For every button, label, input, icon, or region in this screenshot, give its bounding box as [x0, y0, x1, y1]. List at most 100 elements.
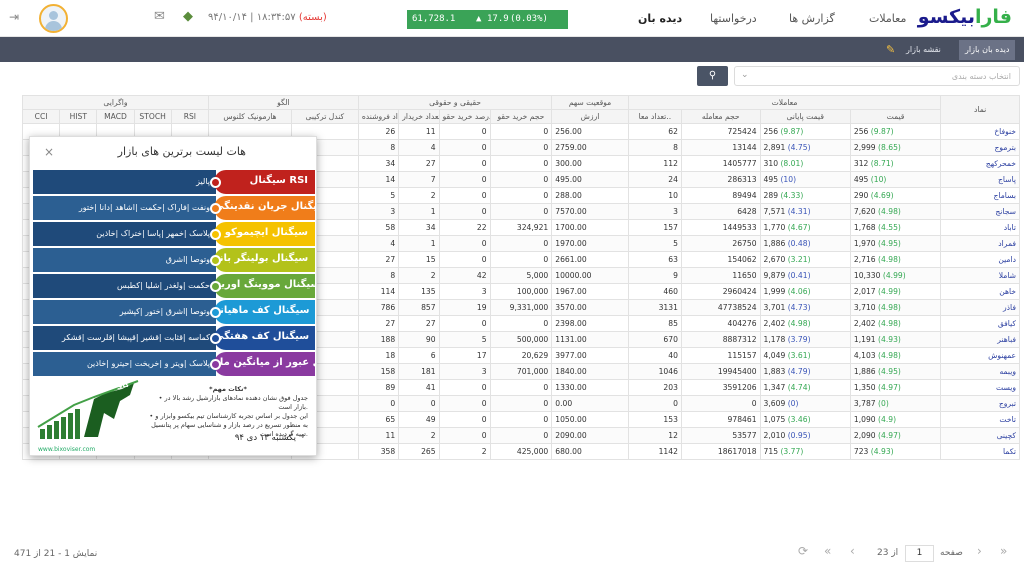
cell-symbol[interactable]: فمراد [940, 235, 1020, 252]
tab-market-watch[interactable]: دیده بان بازار [959, 40, 1016, 60]
cell-symbol[interactable]: پاساج [940, 171, 1020, 188]
cell-main-value: 10,330 [853, 271, 881, 280]
cell-legal-buy-pct: 0 [438, 379, 491, 396]
filter-button[interactable]: ⚲ [697, 66, 728, 86]
cell-volume: 19945400 [680, 363, 761, 380]
category-select[interactable]: انتخاب دسته بندی ⌄ [734, 66, 1020, 86]
cell-value: 0.00 [551, 395, 629, 412]
cell-symbol[interactable]: عمهنوش [940, 347, 1020, 364]
app-logo[interactable]: فارابیکسو [918, 6, 1013, 28]
cell-legal-buy-vol: 0 [489, 395, 553, 412]
next-page-icon[interactable]: › [977, 544, 982, 558]
cell-symbol[interactable]: فباهنر [940, 331, 1020, 348]
signal-row[interactable]: کماسه |قثابت |قشیر |قپیشا |قلرست |قشکر سی… [33, 326, 315, 350]
signal-arrow-icon[interactable]: ◆ [183, 9, 193, 24]
cell-buyers: 135 [398, 283, 440, 300]
col-macd[interactable]: MACD [96, 109, 135, 124]
cell-count: 40 [627, 347, 682, 364]
cell-symbol[interactable]: خنوفاخ [940, 123, 1020, 140]
refresh-icon[interactable]: ⟳ [798, 544, 809, 558]
cell-main-value: 256 [853, 127, 869, 136]
signal-row[interactable]: پالیز سیگنال RSI [33, 170, 315, 194]
cell-symbol[interactable]: تبروج [940, 395, 1020, 412]
cell-main-value: 2,017 [853, 287, 876, 296]
signal-row[interactable]: وتوصا |اشرق سیگنال بولینگر باند [33, 248, 315, 272]
cell-symbol[interactable]: خمحرکهج [940, 155, 1020, 172]
col-harmonic[interactable]: هارمونیک کلنوس [207, 109, 292, 124]
cell-buyers: 2 [398, 187, 440, 204]
cell-legal-buy-vol: 701,000 [489, 363, 553, 380]
tab-market-map[interactable]: نقشه بازار [906, 45, 941, 54]
cell-price: 3,787 (0) [849, 395, 942, 412]
header-position: موقعیت سهم [551, 95, 629, 110]
cell-symbol[interactable]: کیافق [940, 315, 1020, 332]
note-1: • جدول فوق نشان دهنده نمادهای بازارشیل ر… [158, 394, 308, 411]
cell-count: 203 [627, 379, 682, 396]
signal-row[interactable]: حکمت |ولغدر |شلیا |کطبس سیگنال مووینگ اور… [33, 274, 315, 298]
signal-row[interactable]: ونفت |فاراک |حکمت |اشاهد |دانا |ختورسیگن… [33, 196, 315, 220]
signal-symbols: وتوصا |اشرق [33, 248, 216, 272]
col-sellers[interactable]: تعداد فروشنده [357, 109, 400, 124]
cell-symbol[interactable]: فاذر [940, 299, 1020, 316]
signal-dot-icon [210, 333, 221, 344]
nav-trades[interactable]: معاملات [869, 12, 907, 25]
mail-icon[interactable]: ✉ [154, 9, 165, 24]
col-candle[interactable]: کندل ترکیبی [290, 109, 359, 124]
brand-name: گاوهای بازار [86, 381, 130, 389]
col-buyers[interactable]: تعداد خریدار [398, 109, 440, 124]
signal-dot-icon [210, 203, 221, 214]
signal-row[interactable]: وتوصا |اشرق |ختور |کپشیر سیگنال کف ماهیان… [33, 300, 315, 324]
cell-symbol[interactable]: تاخت [940, 411, 1020, 428]
nav-requests[interactable]: درخواستها [710, 12, 757, 25]
cell-symbol[interactable]: کچینی [940, 427, 1020, 444]
cell-symbol[interactable]: تکما [940, 443, 1020, 460]
col-volume[interactable]: حجم معامله [680, 109, 761, 124]
close-icon[interactable]: × [44, 145, 55, 159]
col-stoch[interactable]: STOCH [133, 109, 172, 124]
col-rsi[interactable]: RSI [170, 109, 209, 124]
cell-symbol[interactable]: ویست [940, 379, 1020, 396]
cell-legal-buy-vol: 0 [489, 235, 553, 252]
col-cci[interactable]: CCI [21, 109, 61, 124]
col-close[interactable]: قیمت پایانی [759, 109, 851, 124]
cell-symbol[interactable]: ویبمه [940, 363, 1020, 380]
last-page-icon[interactable]: » [1000, 544, 1008, 558]
cell-legal-buy-pct: 0 [438, 395, 491, 412]
cell-percent: (4.97) [878, 431, 901, 440]
avatar[interactable] [39, 4, 68, 33]
col-legal-buy-pct[interactable]: درصد خرید حقو [438, 109, 491, 124]
cell-volume: 18617018 [680, 443, 761, 460]
first-page-icon[interactable]: « [824, 544, 832, 558]
logout-icon[interactable]: ⇥ [9, 10, 20, 24]
col-hist[interactable]: HIST [59, 109, 98, 124]
brand-url[interactable]: www.bixoviser.com [38, 446, 96, 453]
signal-row[interactable]: پلاسک |خمهر |پاسا |ختراک |خاذین سیگنال ای… [33, 222, 315, 246]
signal-row[interactable]: پلاسک |ویتر و |خریخت |حیترو |خاذینسیگنال… [33, 352, 315, 376]
cell-symbol[interactable]: سجانج [940, 203, 1020, 220]
table-row[interactable]: 158 181 3 701,000 1840.00 1046 19945400 1,883 (… [21, 363, 1020, 380]
cell-symbol[interactable]: دامین [940, 251, 1020, 268]
col-count[interactable]: تعداد معا.. [627, 109, 682, 124]
col-price[interactable]: قیمت [849, 109, 942, 124]
col-legal-buy-vol[interactable]: حجم خرید حقو [489, 109, 553, 124]
header-symbol[interactable]: نماد [940, 95, 1020, 124]
cell-close: 1,347 (4.74) [759, 379, 851, 396]
cell-percent: (4.9) [878, 415, 897, 424]
cell-symbol[interactable]: تاباد [940, 219, 1020, 236]
nav-reports[interactable]: گزارش ها [789, 12, 835, 25]
table-row[interactable]: 26 11 0 0 256.00 62 725424 256 (9.87) 256 (9.87)… [21, 123, 1020, 140]
cell-symbol[interactable]: بساماج [940, 187, 1020, 204]
page-input[interactable]: 1 [905, 545, 934, 562]
cell-count: 670 [627, 331, 682, 348]
cell-symbol[interactable]: شاملا [940, 267, 1020, 284]
cell-value: 1970.00 [551, 235, 629, 252]
col-value[interactable]: ارزش [551, 109, 629, 124]
prev-page-icon[interactable]: ‹ [850, 544, 855, 558]
cell-count: 5 [627, 235, 682, 252]
nav-watchlist[interactable]: دیده بان [638, 12, 683, 25]
cell-symbol[interactable]: بترموج [940, 139, 1020, 156]
cell-sellers: 8 [357, 139, 400, 156]
cell-symbol[interactable]: خاهن [940, 283, 1020, 300]
cell-main-value: 1,770 [763, 223, 786, 232]
signal-name: سیگنال بولینگر باند [214, 248, 315, 272]
